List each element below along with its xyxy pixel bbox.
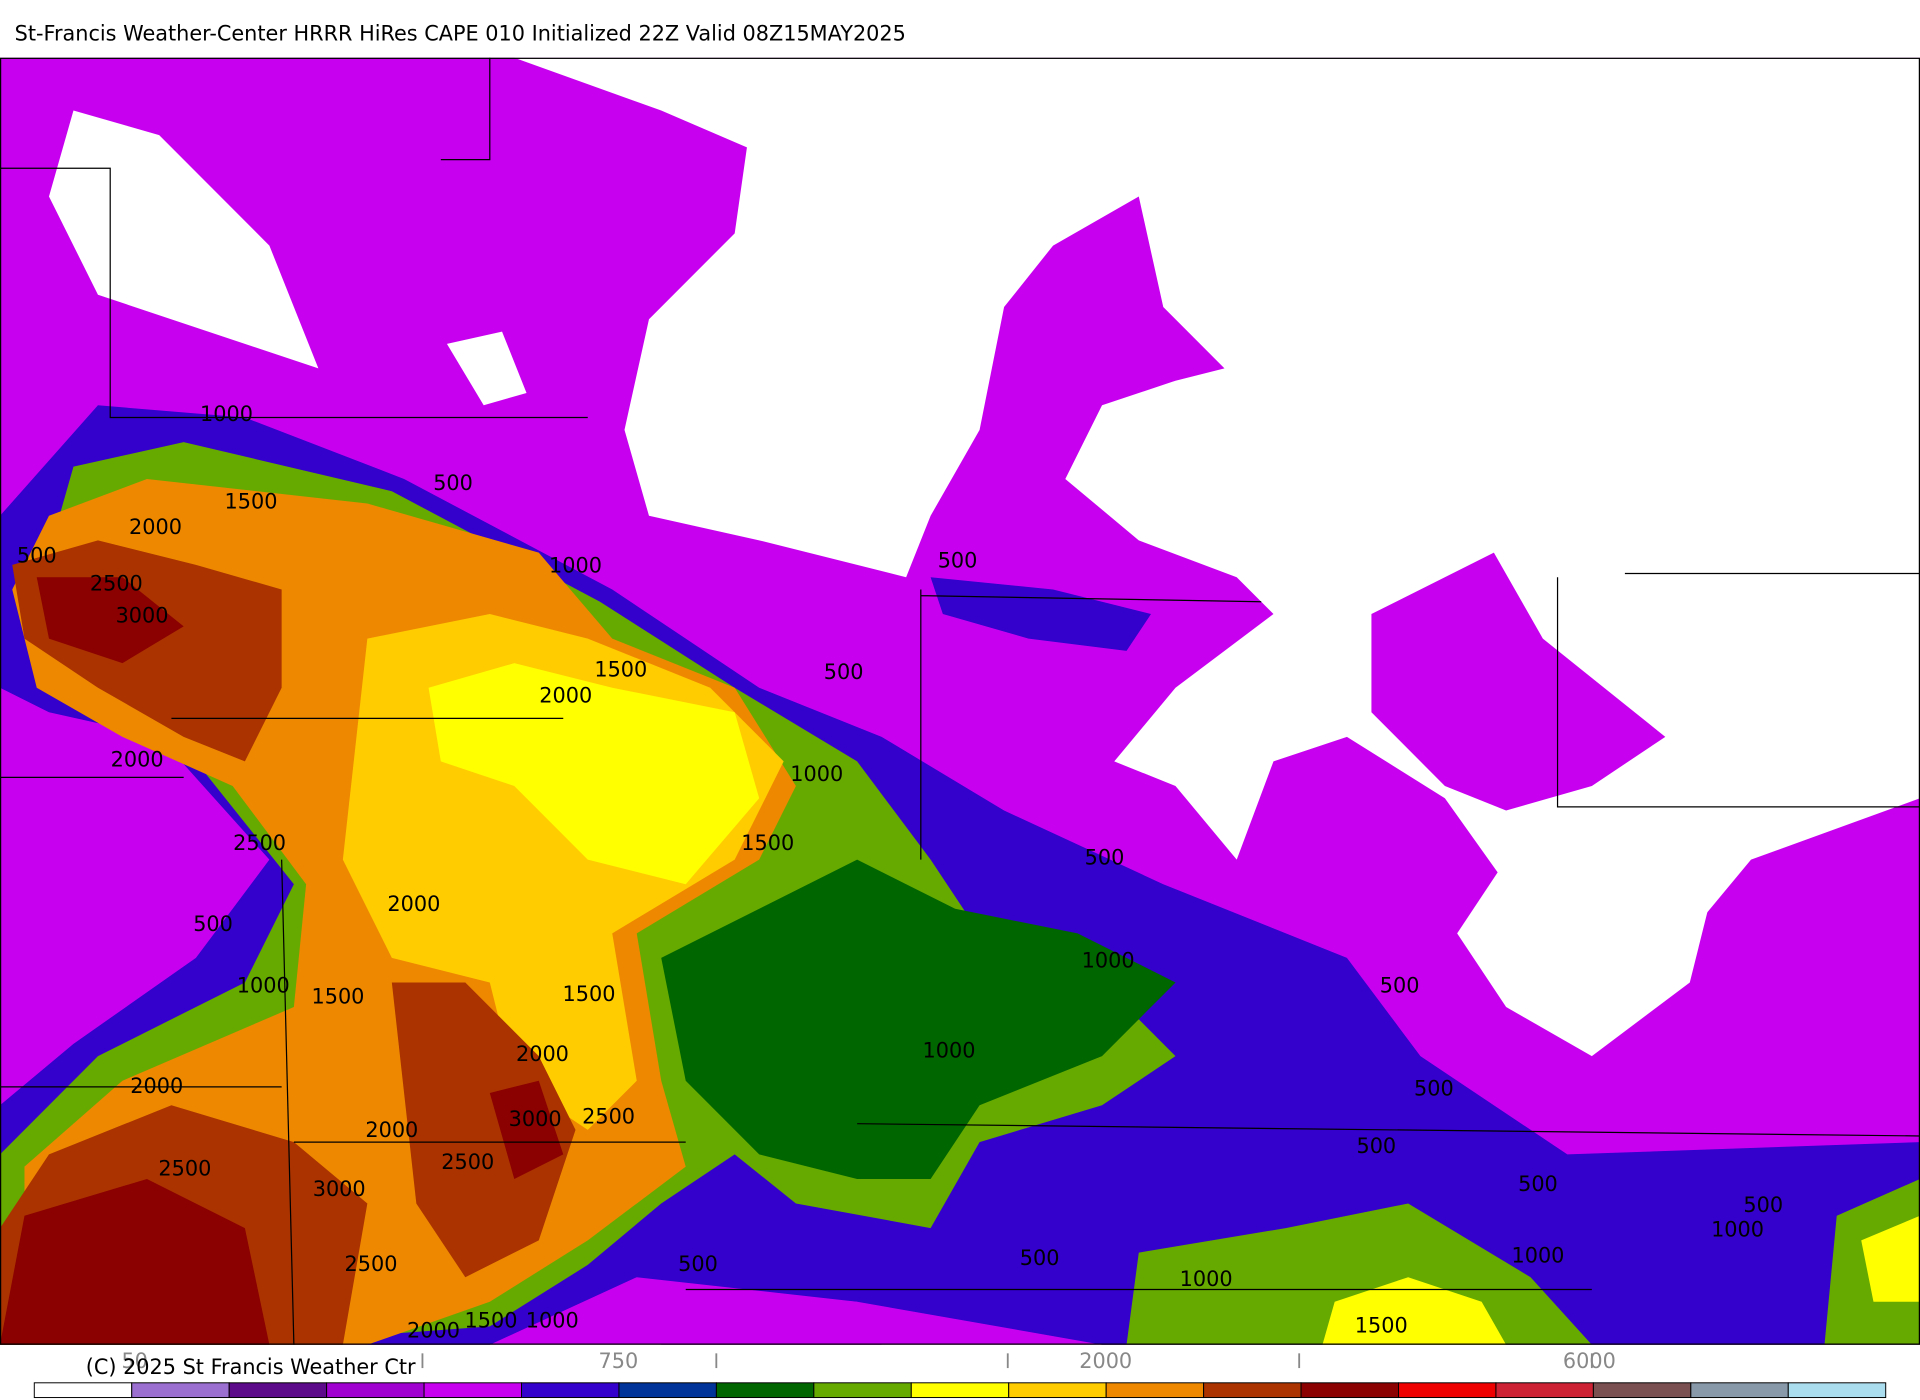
cape-band — [0, 540, 576, 1345]
colorbar-segment — [1398, 1382, 1497, 1399]
contour-label: 2500 — [90, 572, 143, 596]
contour-label: 2000 — [365, 1118, 418, 1142]
contour-label: 1000 — [923, 1038, 976, 1062]
no-cape-area — [1457, 822, 1715, 1057]
contour-label: 3000 — [509, 1107, 562, 1131]
boundary-line — [0, 57, 1920, 1345]
contour-label: 1000 — [1711, 1218, 1764, 1242]
contour-label: 500 — [824, 660, 864, 684]
contour-label: 2000 — [407, 1318, 460, 1342]
cape-field — [1371, 552, 1666, 811]
colorbar-segment — [1300, 1382, 1399, 1399]
colorbar: 50 750 2000 6000 — [33, 1349, 1887, 1399]
colorbar-segment — [910, 1382, 1010, 1399]
contour-label: 1000 — [237, 973, 290, 997]
colorbar-segment — [1787, 1382, 1887, 1399]
cape-band — [1322, 1215, 1920, 1345]
copyright: (C) 2025 St Francis Weather Ctr — [86, 1355, 416, 1379]
colorbar-label: 2000 — [1079, 1349, 1132, 1373]
colorbar-segment — [715, 1382, 815, 1399]
colorbar-segment — [228, 1382, 328, 1399]
contour-label: 1500 — [1355, 1313, 1408, 1337]
contour-label: 500 — [938, 548, 978, 572]
contour-label: 500 — [678, 1252, 718, 1276]
colorbar-segment — [326, 1382, 425, 1399]
cape-band — [1126, 1178, 1920, 1345]
map-frame — [0, 57, 1920, 1345]
contour-label: 500 — [1085, 846, 1125, 870]
contour-label: 1000 — [526, 1309, 579, 1333]
colorbar-segment — [1495, 1382, 1594, 1399]
colorbar-segment — [521, 1382, 620, 1399]
colorbar-segment — [1105, 1382, 1205, 1399]
contour-label: 1500 — [465, 1309, 518, 1333]
contour-label: 2000 — [111, 747, 164, 771]
contour-label: 2500 — [345, 1252, 398, 1276]
contour-label: 1000 — [790, 762, 843, 786]
contour-label: 1000 — [549, 553, 602, 577]
contour-label: 1000 — [1511, 1243, 1564, 1267]
contour-label: 1000 — [1180, 1267, 1233, 1291]
contour-label: 500 — [1380, 973, 1420, 997]
contour-label: 500 — [1414, 1076, 1454, 1100]
colorbar-segment — [1203, 1382, 1302, 1399]
colorbar-segment — [813, 1382, 912, 1399]
cape-band — [0, 577, 564, 1345]
colorbar-segment — [1008, 1382, 1107, 1399]
cape-band — [930, 577, 1152, 651]
contour-label: 500 — [1518, 1172, 1558, 1196]
contour-label: 2000 — [129, 515, 182, 539]
contour-label: 1500 — [594, 658, 647, 682]
contour-label: 1500 — [311, 984, 364, 1008]
map-title: St-Francis Weather-Center HRRR HiRes CAP… — [15, 21, 906, 45]
colorbar-label: 6000 — [1563, 1349, 1616, 1373]
contour-label: 1500 — [741, 831, 794, 855]
contour-label: 1000 — [200, 402, 253, 426]
contour-label: 500 — [1743, 1193, 1783, 1217]
colorbar-segment — [1592, 1382, 1692, 1399]
contour-label: 500 — [1356, 1134, 1396, 1158]
colorbar-segment — [618, 1382, 717, 1399]
contour-label: 1500 — [225, 489, 278, 513]
contour-label: 2000 — [516, 1042, 569, 1066]
colorbar-segment — [1690, 1382, 1789, 1399]
map-area — [0, 57, 1920, 1345]
colorbar-segment — [423, 1382, 522, 1399]
contour-label: 500 — [17, 543, 57, 567]
colorbar-segment — [33, 1382, 133, 1399]
contour-label: 2500 — [582, 1105, 635, 1129]
contour-label: 2000 — [387, 892, 440, 916]
no-cape-area — [48, 110, 527, 406]
contour-label: 3000 — [116, 604, 169, 628]
cape-band — [661, 859, 1176, 1179]
contour-label: 2500 — [233, 831, 286, 855]
contour-label: 1500 — [563, 982, 616, 1006]
colorbar-label: 50 — [121, 1349, 147, 1373]
colorbar-label: 750 — [599, 1349, 639, 1373]
contour-label: 500 — [193, 912, 233, 936]
contour-label: 2500 — [158, 1156, 211, 1180]
contour-label: 2000 — [539, 683, 592, 707]
colorbar-segment — [131, 1382, 230, 1399]
contour-label: 1000 — [1082, 949, 1135, 973]
contour-label: 3000 — [313, 1177, 366, 1201]
contour-label: 500 — [433, 471, 473, 495]
contour-label: 500 — [1020, 1246, 1060, 1270]
contour-label: 2000 — [130, 1074, 183, 1098]
contour-label: 2500 — [441, 1150, 494, 1174]
